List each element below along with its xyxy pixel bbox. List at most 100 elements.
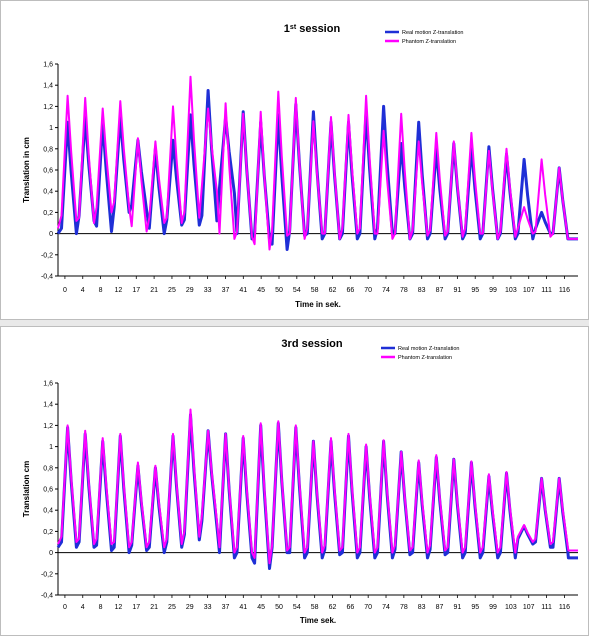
x-tick-label: 66 [346,604,354,611]
x-tick-label: 33 [204,604,212,611]
x-tick-label: 17 [132,287,140,294]
x-tick-label: 87 [436,604,444,611]
x-tick-label: 8 [99,604,103,611]
y-tick-label: 0,4 [43,508,53,515]
x-tick-label: 4 [81,287,85,294]
x-tick-label: 54 [293,604,301,611]
x-tick-label: 41 [239,604,247,611]
x-tick-label: 12 [115,604,123,611]
y-axis-title: Translation in cm [22,137,31,203]
x-tick-label: 111 [541,604,552,611]
legend-label: Real motion Z-translation [398,346,459,352]
x-tick-label: 45 [257,287,265,294]
x-tick-label: 74 [382,604,390,611]
y-tick-label: 0,4 [43,189,53,196]
x-tick-label: 58 [311,604,319,611]
x-tick-label: 83 [418,287,426,294]
x-tick-label: 62 [329,604,337,611]
x-tick-label: 83 [418,604,426,611]
x-tick-label: 91 [453,287,461,294]
y-axis-title: Translation cm [22,461,31,517]
x-tick-label: 107 [523,604,535,611]
x-tick-label: 58 [311,287,319,294]
chart-1st-session: -0,4 -0,2 0 0,2 0,4 0,6 0,8 1 1,2 1,4 1,6 0 4 8 12 17 21… [22,23,578,309]
x-tick-label: 33 [204,287,212,294]
series-phantom-line [57,408,578,565]
x-tick-label: 103 [505,287,517,294]
chart-title-sup: st [290,24,297,31]
x-tick-label: 4 [81,604,85,611]
x-tick-label: 95 [471,604,479,611]
series-phantom-line [57,75,578,251]
y-tick-label: 1,4 [43,83,53,90]
y-tick-label: 0,2 [43,529,53,536]
y-tick-label: 1,2 [43,423,53,430]
x-tick-label: 37 [222,604,230,611]
legend-label: Phantom Z-translation [398,355,452,361]
y-tick-label: -0,4 [41,593,53,600]
y-tick-label: -0,2 [41,252,53,259]
x-tick-label: 70 [364,287,372,294]
x-tick-label: 107 [523,287,535,294]
x-tick-label: 62 [329,287,337,294]
x-tick-label: 0 [63,604,67,611]
x-tick-label: 25 [168,287,176,294]
x-tick-label: 95 [471,287,479,294]
chart-title: 3rd session [281,338,342,350]
x-tick-label: 45 [257,604,265,611]
y-tick-label: 0,8 [43,146,53,153]
x-tick-label: 111 [541,287,552,294]
x-tick-label: 103 [505,604,517,611]
y-tick-label: 0,8 [43,465,53,472]
x-tick-label: 12 [115,287,123,294]
x-tick-label: 21 [150,287,158,294]
x-axis-title: Time sek. [300,616,336,625]
y-tick-label: 1 [49,125,53,132]
y-tick-label: -0,2 [41,571,53,578]
y-tick-label: -0,4 [41,274,53,281]
x-tick-label: 66 [346,287,354,294]
y-tick-label: 0,6 [43,168,53,175]
chart-panel-3rd-session: -0,4 -0,2 0 0,2 0,4 0,6 0,8 1 1,2 1,4 1,6 0 4 8 12 17 21… [0,326,589,636]
y-tick-label: 0,6 [43,487,53,494]
x-tick-label: 50 [275,604,283,611]
x-tick-label: 87 [436,287,444,294]
x-tick-label: 50 [275,287,283,294]
chart-title-main: 3rd session [281,338,342,350]
x-tick-label: 116 [559,604,570,611]
legend-label: Phantom Z-translation [402,39,456,45]
chart-title: 1st session [284,23,341,35]
x-tick-label: 25 [168,604,176,611]
x-axis-title: Time in sek. [295,300,341,309]
y-tick-label: 0,2 [43,210,53,217]
y-tick-label: 0 [49,550,53,557]
x-tick-label: 91 [453,604,461,611]
x-tick-label: 116 [559,287,570,294]
x-tick-label: 54 [293,287,301,294]
chart-panel-1st-session: -0,4 -0,2 0 0,2 0,4 0,6 0,8 1 1,2 1,4 1,6 0 4 8 12 17 21… [0,0,589,320]
x-tick-label: 17 [132,604,140,611]
x-tick-label: 78 [400,287,408,294]
chart-title-main: 1 [284,23,290,35]
x-tick-label: 0 [63,287,67,294]
y-tick-label: 1 [49,444,53,451]
legend-label: Real motion Z-translation [402,30,463,36]
y-tick-label: 0 [49,231,53,238]
x-tick-label: 8 [99,287,103,294]
x-tick-label: 99 [489,287,497,294]
chart-3rd-session: -0,4 -0,2 0 0,2 0,4 0,6 0,8 1 1,2 1,4 1,6 0 4 8 12 17 21… [22,338,578,625]
y-tick-label: 1,2 [43,104,53,111]
y-tick-label: 1,6 [43,62,53,69]
x-tick-label: 21 [150,604,158,611]
x-tick-label: 41 [239,287,247,294]
y-tick-label: 1,4 [43,402,53,409]
x-tick-label: 74 [382,287,390,294]
x-tick-label: 78 [400,604,408,611]
x-tick-label: 29 [186,604,194,611]
x-tick-label: 99 [489,604,497,611]
x-tick-label: 37 [222,287,230,294]
y-tick-label: 1,6 [43,381,53,388]
x-tick-label: 29 [186,287,194,294]
chart-title-rest: session [296,23,340,35]
x-tick-label: 70 [364,604,372,611]
